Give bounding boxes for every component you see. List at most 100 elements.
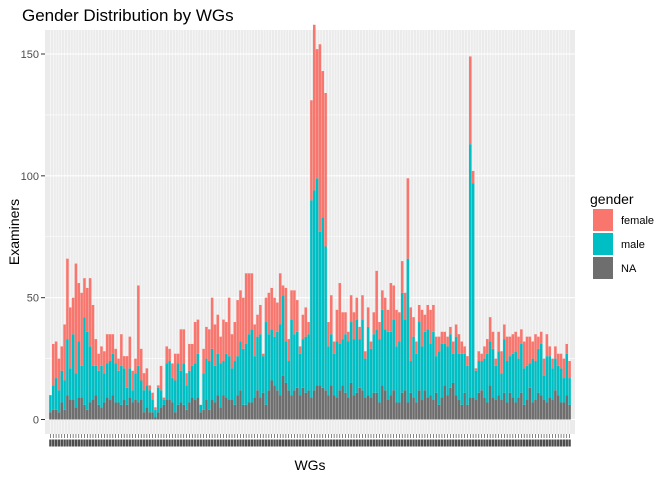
- chart-title: Gender Distribution by WGs: [22, 6, 234, 25]
- bar-segment-na: [270, 380, 273, 420]
- bar-segment-na: [554, 390, 557, 420]
- bar-segment-na: [449, 387, 452, 420]
- bar-segment-female: [139, 348, 143, 381]
- bar-segment-male: [330, 334, 333, 386]
- bar-segment-na: [327, 395, 330, 420]
- y-tick-label: 50: [27, 293, 39, 305]
- bar-segment-male: [239, 341, 242, 391]
- bar-segment-male: [400, 292, 404, 393]
- bar-segment-na: [381, 385, 384, 420]
- bar-segment-female: [57, 358, 61, 391]
- bar-segment-female: [264, 297, 268, 323]
- bar-segment-female: [233, 322, 237, 362]
- bar-segment-female: [190, 343, 194, 366]
- bar-segment-na: [469, 397, 472, 420]
- bar-segment-na: [534, 400, 537, 420]
- bar-segment-male: [531, 358, 534, 403]
- bar-segment-female: [477, 351, 481, 362]
- bar-segment-male: [565, 353, 569, 396]
- bar-segment-male: [426, 329, 430, 398]
- bar-segment-na: [542, 400, 546, 420]
- bar-segment-female: [247, 273, 251, 335]
- bar-segment-na: [429, 395, 432, 420]
- bar-segment-na: [494, 400, 498, 420]
- bar-segment-female: [364, 351, 367, 359]
- bar-segment-na: [517, 397, 520, 420]
- bar-segment-na: [361, 390, 364, 420]
- bar-segment-female: [537, 336, 540, 349]
- bar-segment-male: [57, 390, 61, 413]
- bar-segment-na: [568, 404, 571, 420]
- bar-segment-female: [94, 339, 98, 366]
- bar-segment-na: [505, 402, 509, 420]
- bar-segment-na: [125, 404, 129, 420]
- bar-segment-na: [451, 382, 455, 420]
- bar-segment-female: [443, 331, 447, 344]
- bar-segment-male: [97, 370, 100, 405]
- bar-segment-male: [278, 324, 282, 396]
- bar-segment-male: [471, 183, 475, 398]
- bar-segment-male: [341, 339, 344, 386]
- bar-segment-na: [154, 417, 157, 420]
- legend-key-na: [593, 257, 613, 279]
- bar-segment-female: [423, 314, 427, 332]
- bar-segment-male: [446, 346, 449, 396]
- bar-segment-na: [128, 397, 132, 420]
- bar-segment-male: [77, 341, 81, 398]
- bar-segment-male: [338, 343, 342, 391]
- bar-segment-male: [122, 368, 126, 401]
- bar-segment-female: [420, 309, 424, 347]
- bar-segment-na: [295, 387, 299, 420]
- bar-segment-na: [412, 397, 415, 420]
- bar-segment-female: [429, 309, 432, 344]
- bar-segment-male: [244, 343, 248, 405]
- bar-segment-na: [159, 407, 163, 420]
- bar-segment-na: [264, 404, 268, 420]
- bar-segment-female: [165, 346, 169, 364]
- x-axis: [49, 434, 571, 447]
- bar-segment-female: [122, 356, 126, 369]
- bar-segment-male: [381, 309, 384, 386]
- bar-segment-male: [420, 346, 424, 401]
- bar-segment-female: [460, 341, 464, 354]
- bar-segment-male: [284, 341, 288, 383]
- bar-segment-male: [440, 343, 444, 398]
- bar-segment-female: [63, 324, 66, 381]
- bar-segment-female: [454, 324, 458, 337]
- y-tick-label: 100: [21, 171, 39, 183]
- bar-segment-na: [344, 392, 347, 420]
- bar-segment-female: [125, 356, 129, 388]
- bar-segment-male: [120, 365, 123, 405]
- bar-segment-na: [355, 392, 359, 420]
- bar-segment-female: [100, 346, 103, 366]
- bar-segment-na: [134, 400, 137, 420]
- bar-segment-male: [196, 353, 200, 398]
- bar-segment-na: [196, 397, 200, 420]
- bar-segment-female: [103, 351, 106, 374]
- bar-segment-male: [327, 346, 330, 396]
- bar-segment-na: [312, 390, 316, 420]
- bar-segment-na: [57, 412, 61, 420]
- bar-segment-female: [117, 358, 120, 371]
- bar-segment-male: [406, 258, 410, 403]
- bar-segment-female: [369, 341, 373, 349]
- bar-segment-female: [159, 365, 163, 391]
- bar-segment-male: [562, 378, 566, 403]
- bar-segment-na: [366, 395, 370, 420]
- bar-segment-female: [290, 290, 293, 320]
- bar-segment-na: [318, 385, 322, 420]
- bar-segment-male: [60, 370, 64, 403]
- bar-segment-male: [159, 390, 163, 408]
- bar-segment-male: [80, 365, 83, 398]
- bar-segment-na: [256, 390, 259, 420]
- bar-segment-na: [259, 397, 262, 420]
- bar-segment-male: [145, 385, 149, 408]
- bar-segment-na: [486, 402, 489, 420]
- bar-segment-male: [242, 348, 245, 405]
- bar-segment-na: [415, 402, 418, 420]
- bar-segment-male: [412, 336, 415, 398]
- bar-segment-male: [463, 353, 466, 393]
- bar-segment-female: [273, 297, 276, 337]
- bar-segment-male: [375, 329, 378, 393]
- bar-segment-male: [54, 378, 58, 410]
